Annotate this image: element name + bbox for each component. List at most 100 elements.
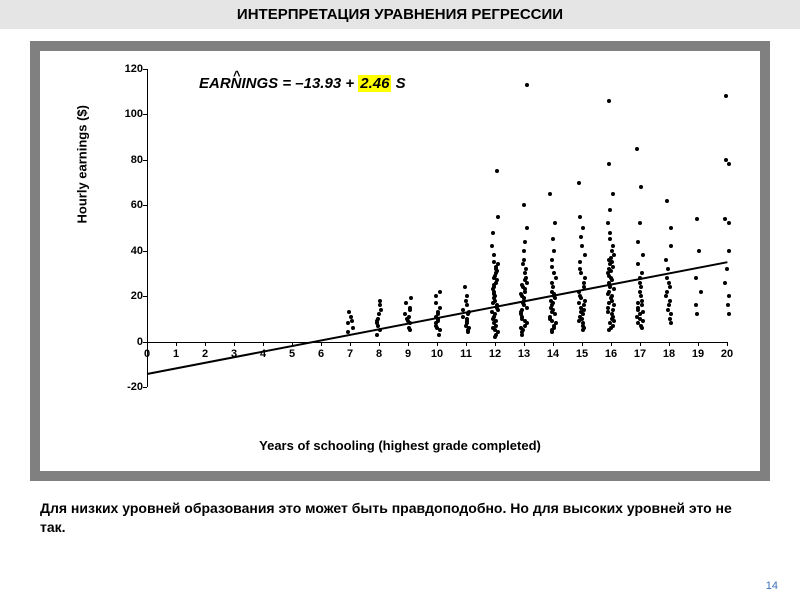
data-point (434, 294, 438, 298)
data-point (639, 324, 643, 328)
data-point (583, 276, 587, 280)
data-point (377, 312, 381, 316)
x-tick-label: 10 (431, 348, 443, 360)
data-point (524, 267, 528, 271)
regression-equation: ^ EARNINGS = –13.93 + 2.46 S (199, 75, 406, 92)
y-tick (143, 296, 147, 297)
x-tick-label: 2 (202, 348, 208, 360)
y-axis-label: Hourly earnings ($) (75, 105, 90, 223)
x-tick-label: 11 (460, 348, 472, 360)
data-point (495, 169, 499, 173)
data-point (407, 326, 411, 330)
y-tick (143, 205, 147, 206)
data-point (666, 308, 670, 312)
data-point (666, 267, 670, 271)
x-tick (727, 342, 728, 346)
data-point (523, 319, 527, 323)
data-point (608, 231, 612, 235)
data-point (640, 299, 644, 303)
data-point (638, 221, 642, 225)
equation-eq: = –13.93 + (278, 75, 358, 92)
data-point (523, 271, 527, 275)
data-point (668, 285, 672, 289)
data-point (490, 310, 494, 314)
data-point (582, 308, 586, 312)
data-point (548, 315, 552, 319)
x-tick-label: 16 (605, 348, 617, 360)
data-point (492, 253, 496, 257)
data-point (610, 294, 614, 298)
x-tick (379, 342, 380, 346)
data-point (695, 312, 699, 316)
data-point (665, 290, 669, 294)
y-tick-label: 0 (103, 336, 143, 348)
x-tick (321, 342, 322, 346)
data-point (699, 290, 703, 294)
y-tick (143, 69, 147, 70)
data-point (548, 192, 552, 196)
data-point (491, 231, 495, 235)
data-point (434, 301, 438, 305)
chart-area: ^ EARNINGS = –13.93 + 2.46 S -2002040608… (40, 51, 760, 471)
x-tick (350, 342, 351, 346)
x-tick-label: 12 (489, 348, 501, 360)
data-point (606, 310, 610, 314)
data-point (579, 235, 583, 239)
slide-title: ИНТЕРПРЕТАЦИЯ УРАВНЕНИЯ РЕГРЕССИИ (0, 0, 800, 29)
data-point (727, 221, 731, 225)
equation-coef: 2.46 (358, 75, 391, 92)
data-point (638, 290, 642, 294)
data-point (551, 237, 555, 241)
data-point (465, 303, 469, 307)
x-tick (698, 342, 699, 346)
data-point (522, 258, 526, 262)
data-point (350, 319, 354, 323)
y-tick-label: 40 (103, 245, 143, 257)
hat-symbol: ^ (233, 68, 241, 83)
data-point (724, 94, 728, 98)
data-point (668, 299, 672, 303)
y-tick (143, 160, 147, 161)
data-point (404, 301, 408, 305)
x-tick (408, 342, 409, 346)
data-point (351, 326, 355, 330)
x-tick-label: 17 (634, 348, 646, 360)
data-point (550, 281, 554, 285)
data-point (554, 276, 558, 280)
data-point (437, 333, 441, 337)
x-tick-label: 1 (173, 348, 179, 360)
data-point (578, 294, 582, 298)
data-point (638, 281, 642, 285)
y-tick-label: 20 (103, 290, 143, 302)
data-point (583, 299, 587, 303)
data-point (375, 333, 379, 337)
data-point (379, 308, 383, 312)
data-point (552, 249, 556, 253)
data-point (436, 310, 440, 314)
data-point (438, 306, 442, 310)
data-point (636, 240, 640, 244)
data-point (610, 249, 614, 253)
data-point (723, 217, 727, 221)
data-point (641, 253, 645, 257)
data-point (550, 258, 554, 262)
data-point (636, 321, 640, 325)
x-tick (147, 342, 148, 346)
data-point (577, 181, 581, 185)
slide-caption: Для низких уровней образования это может… (40, 499, 760, 537)
x-tick (611, 342, 612, 346)
data-point (520, 283, 524, 287)
data-point (606, 221, 610, 225)
data-point (490, 244, 494, 248)
data-point (669, 226, 673, 230)
x-tick (263, 342, 264, 346)
data-point (608, 208, 612, 212)
data-point (611, 308, 615, 312)
x-tick (640, 342, 641, 346)
data-point (525, 83, 529, 87)
data-point (577, 301, 581, 305)
y-tick (143, 251, 147, 252)
data-point (611, 192, 615, 196)
data-point (581, 226, 585, 230)
page-number: 14 (766, 580, 778, 592)
